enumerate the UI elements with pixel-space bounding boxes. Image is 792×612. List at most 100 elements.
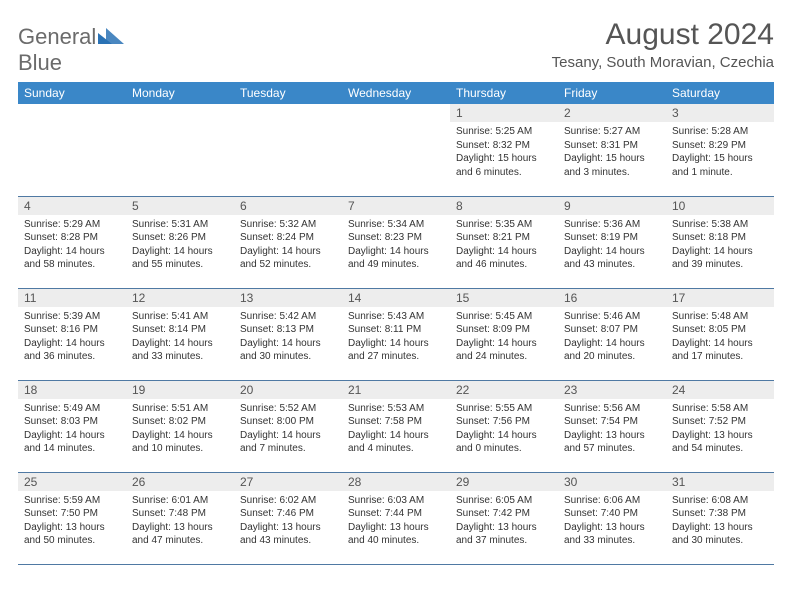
sunset-line: Sunset: 7:50 PM bbox=[24, 507, 120, 521]
daylight-line: Daylight: 14 hours and 10 minutes. bbox=[132, 429, 228, 456]
sunset-line: Sunset: 8:19 PM bbox=[564, 231, 660, 245]
sunrise-line: Sunrise: 5:31 AM bbox=[132, 218, 228, 232]
sunrise-line: Sunrise: 5:28 AM bbox=[672, 125, 768, 139]
sunset-line: Sunset: 8:32 PM bbox=[456, 139, 552, 153]
calendar-cell bbox=[126, 104, 234, 196]
sunrise-line: Sunrise: 5:43 AM bbox=[348, 310, 444, 324]
day-details: Sunrise: 5:49 AMSunset: 8:03 PMDaylight:… bbox=[18, 399, 126, 460]
day-number: 8 bbox=[450, 197, 558, 215]
calendar-cell: 11Sunrise: 5:39 AMSunset: 8:16 PMDayligh… bbox=[18, 288, 126, 380]
weekday-header: Friday bbox=[558, 82, 666, 104]
sunrise-line: Sunrise: 5:46 AM bbox=[564, 310, 660, 324]
calendar-cell bbox=[342, 104, 450, 196]
sunrise-line: Sunrise: 5:56 AM bbox=[564, 402, 660, 416]
sunrise-line: Sunrise: 6:01 AM bbox=[132, 494, 228, 508]
day-number: 27 bbox=[234, 473, 342, 491]
sunset-line: Sunset: 8:07 PM bbox=[564, 323, 660, 337]
calendar-cell: 28Sunrise: 6:03 AMSunset: 7:44 PMDayligh… bbox=[342, 472, 450, 564]
title-block: August 2024 Tesany, South Moravian, Czec… bbox=[552, 18, 774, 71]
sunset-line: Sunset: 7:38 PM bbox=[672, 507, 768, 521]
day-number: 6 bbox=[234, 197, 342, 215]
daylight-line: Daylight: 14 hours and 55 minutes. bbox=[132, 245, 228, 272]
daylight-line: Daylight: 14 hours and 4 minutes. bbox=[348, 429, 444, 456]
day-details: Sunrise: 5:45 AMSunset: 8:09 PMDaylight:… bbox=[450, 307, 558, 368]
daylight-line: Daylight: 14 hours and 14 minutes. bbox=[24, 429, 120, 456]
day-number: 29 bbox=[450, 473, 558, 491]
sunset-line: Sunset: 8:24 PM bbox=[240, 231, 336, 245]
calendar-cell: 31Sunrise: 6:08 AMSunset: 7:38 PMDayligh… bbox=[666, 472, 774, 564]
sunset-line: Sunset: 8:28 PM bbox=[24, 231, 120, 245]
daylight-line: Daylight: 14 hours and 58 minutes. bbox=[24, 245, 120, 272]
sunrise-line: Sunrise: 6:03 AM bbox=[348, 494, 444, 508]
day-number: 24 bbox=[666, 381, 774, 399]
daylight-line: Daylight: 14 hours and 49 minutes. bbox=[348, 245, 444, 272]
day-details: Sunrise: 5:55 AMSunset: 7:56 PMDaylight:… bbox=[450, 399, 558, 460]
sunrise-line: Sunrise: 5:51 AM bbox=[132, 402, 228, 416]
daylight-line: Daylight: 14 hours and 36 minutes. bbox=[24, 337, 120, 364]
sunset-line: Sunset: 7:40 PM bbox=[564, 507, 660, 521]
day-number: 16 bbox=[558, 289, 666, 307]
calendar-cell: 9Sunrise: 5:36 AMSunset: 8:19 PMDaylight… bbox=[558, 196, 666, 288]
day-number: 15 bbox=[450, 289, 558, 307]
day-number: 18 bbox=[18, 381, 126, 399]
day-number: 12 bbox=[126, 289, 234, 307]
day-details: Sunrise: 5:58 AMSunset: 7:52 PMDaylight:… bbox=[666, 399, 774, 460]
logo-icon bbox=[98, 26, 124, 49]
day-details: Sunrise: 6:01 AMSunset: 7:48 PMDaylight:… bbox=[126, 491, 234, 552]
calendar-cell: 5Sunrise: 5:31 AMSunset: 8:26 PMDaylight… bbox=[126, 196, 234, 288]
daylight-line: Daylight: 14 hours and 30 minutes. bbox=[240, 337, 336, 364]
sunrise-line: Sunrise: 5:25 AM bbox=[456, 125, 552, 139]
sunrise-line: Sunrise: 5:42 AM bbox=[240, 310, 336, 324]
day-details: Sunrise: 6:02 AMSunset: 7:46 PMDaylight:… bbox=[234, 491, 342, 552]
sunrise-line: Sunrise: 5:38 AM bbox=[672, 218, 768, 232]
logo: General Blue bbox=[18, 24, 124, 76]
sunrise-line: Sunrise: 5:58 AM bbox=[672, 402, 768, 416]
day-details: Sunrise: 5:25 AMSunset: 8:32 PMDaylight:… bbox=[450, 122, 558, 183]
day-details: Sunrise: 5:56 AMSunset: 7:54 PMDaylight:… bbox=[558, 399, 666, 460]
daylight-line: Daylight: 14 hours and 52 minutes. bbox=[240, 245, 336, 272]
daylight-line: Daylight: 13 hours and 30 minutes. bbox=[672, 521, 768, 548]
day-number: 28 bbox=[342, 473, 450, 491]
sunset-line: Sunset: 8:11 PM bbox=[348, 323, 444, 337]
day-number: 19 bbox=[126, 381, 234, 399]
daylight-line: Daylight: 15 hours and 1 minute. bbox=[672, 152, 768, 179]
weekday-header: Tuesday bbox=[234, 82, 342, 104]
daylight-line: Daylight: 15 hours and 3 minutes. bbox=[564, 152, 660, 179]
sunset-line: Sunset: 8:13 PM bbox=[240, 323, 336, 337]
calendar-cell: 19Sunrise: 5:51 AMSunset: 8:02 PMDayligh… bbox=[126, 380, 234, 472]
calendar-cell: 12Sunrise: 5:41 AMSunset: 8:14 PMDayligh… bbox=[126, 288, 234, 380]
sunset-line: Sunset: 8:05 PM bbox=[672, 323, 768, 337]
logo-word-1: General bbox=[18, 24, 96, 49]
day-details: Sunrise: 5:29 AMSunset: 8:28 PMDaylight:… bbox=[18, 215, 126, 276]
day-number: 3 bbox=[666, 104, 774, 122]
daylight-line: Daylight: 13 hours and 37 minutes. bbox=[456, 521, 552, 548]
sunset-line: Sunset: 8:23 PM bbox=[348, 231, 444, 245]
calendar-cell: 21Sunrise: 5:53 AMSunset: 7:58 PMDayligh… bbox=[342, 380, 450, 472]
sunset-line: Sunset: 7:56 PM bbox=[456, 415, 552, 429]
calendar-cell: 8Sunrise: 5:35 AMSunset: 8:21 PMDaylight… bbox=[450, 196, 558, 288]
day-details: Sunrise: 5:39 AMSunset: 8:16 PMDaylight:… bbox=[18, 307, 126, 368]
day-number: 10 bbox=[666, 197, 774, 215]
sunrise-line: Sunrise: 5:27 AM bbox=[564, 125, 660, 139]
location-text: Tesany, South Moravian, Czechia bbox=[552, 54, 774, 71]
day-details: Sunrise: 5:32 AMSunset: 8:24 PMDaylight:… bbox=[234, 215, 342, 276]
calendar-row: 4Sunrise: 5:29 AMSunset: 8:28 PMDaylight… bbox=[18, 196, 774, 288]
calendar-body: 1Sunrise: 5:25 AMSunset: 8:32 PMDaylight… bbox=[18, 104, 774, 564]
calendar-cell: 4Sunrise: 5:29 AMSunset: 8:28 PMDaylight… bbox=[18, 196, 126, 288]
sunrise-line: Sunrise: 5:41 AM bbox=[132, 310, 228, 324]
daylight-line: Daylight: 13 hours and 50 minutes. bbox=[24, 521, 120, 548]
sunset-line: Sunset: 8:14 PM bbox=[132, 323, 228, 337]
day-number: 30 bbox=[558, 473, 666, 491]
header: General Blue August 2024 Tesany, South M… bbox=[18, 18, 774, 76]
day-number: 20 bbox=[234, 381, 342, 399]
calendar-cell: 10Sunrise: 5:38 AMSunset: 8:18 PMDayligh… bbox=[666, 196, 774, 288]
day-number: 25 bbox=[18, 473, 126, 491]
day-details: Sunrise: 6:06 AMSunset: 7:40 PMDaylight:… bbox=[558, 491, 666, 552]
calendar-cell: 27Sunrise: 6:02 AMSunset: 7:46 PMDayligh… bbox=[234, 472, 342, 564]
day-details: Sunrise: 5:36 AMSunset: 8:19 PMDaylight:… bbox=[558, 215, 666, 276]
daylight-line: Daylight: 13 hours and 40 minutes. bbox=[348, 521, 444, 548]
sunrise-line: Sunrise: 5:39 AM bbox=[24, 310, 120, 324]
day-number: 31 bbox=[666, 473, 774, 491]
day-details: Sunrise: 5:42 AMSunset: 8:13 PMDaylight:… bbox=[234, 307, 342, 368]
day-details: Sunrise: 6:08 AMSunset: 7:38 PMDaylight:… bbox=[666, 491, 774, 552]
